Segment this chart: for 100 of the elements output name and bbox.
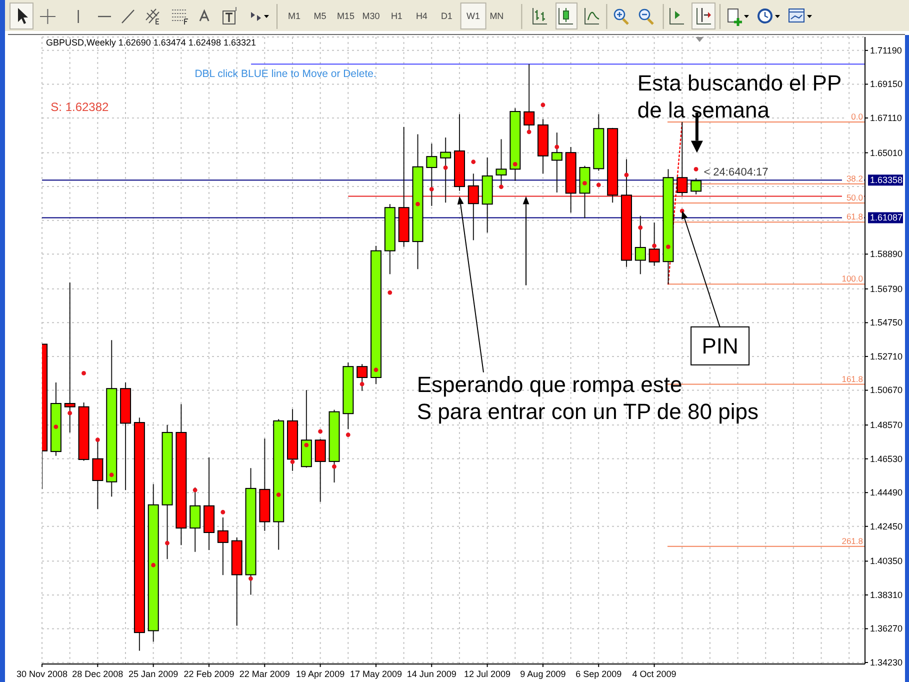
point <box>54 424 58 430</box>
y-tick-label: 1.48570 <box>870 420 903 430</box>
x-tick-label: 25 Jan 2009 <box>128 669 178 679</box>
point <box>82 370 86 376</box>
annotation: 50.0 <box>846 192 864 202</box>
point <box>388 290 392 295</box>
annotation: < 24:6404:17 <box>704 166 768 179</box>
x-tick-label: 12 Jul 2009 <box>464 669 511 679</box>
candlestick <box>634 215 646 275</box>
annotation: Esperando que rompa este S para entrar con un TP de 80 pips <box>416 372 758 424</box>
candlestick <box>648 222 660 266</box>
y-tick-label: 1.56790 <box>870 284 903 294</box>
point <box>109 472 114 478</box>
point <box>471 160 476 164</box>
annotation: 38.2 <box>846 173 864 184</box>
text: MN <box>490 11 504 21</box>
y-tick-label: 1.42450 <box>870 521 903 532</box>
x-tick-label: 4 Oct 2009 <box>632 669 676 679</box>
point <box>554 144 560 150</box>
y-tick-label: 1.71190 <box>870 45 902 56</box>
text: H1 <box>390 11 402 21</box>
candlestick <box>426 143 438 206</box>
candlestick <box>314 438 326 502</box>
text: D1 <box>440 11 452 21</box>
point <box>374 368 378 372</box>
point <box>638 225 643 230</box>
x-tick-label: 9 Aug 2009 <box>520 669 566 679</box>
point <box>290 460 295 464</box>
point <box>220 510 226 514</box>
chart-title: GBPUSD,Weekly 1.62690 1.63474 1.62498 1.63321 <box>46 38 256 48</box>
text: H4 <box>416 11 428 21</box>
annotation: S: 1.62382 <box>50 100 110 114</box>
annotation: Esta buscando el PP de la semana <box>637 70 842 122</box>
x-tick-label: 22 Mar 2009 <box>239 669 290 679</box>
y-tick-label: 1.52710 <box>870 351 903 362</box>
y-tick-label: 1.40350 <box>870 556 903 566</box>
y-tick-label: 1.65010 <box>870 148 903 158</box>
y-tick-label: 1.34230 <box>870 658 903 668</box>
candlestick <box>64 282 76 433</box>
x-tick-label: 14 Jun 2009 <box>406 669 456 679</box>
candlestick <box>217 516 228 576</box>
ref-line-label: 1.63358 <box>870 175 903 186</box>
ref-line-label: 1.61087 <box>870 212 903 223</box>
x-tick-label: 22 Feb 2009 <box>184 669 234 679</box>
point <box>499 184 504 190</box>
candlestick <box>496 138 507 188</box>
point <box>346 432 350 437</box>
point <box>526 130 532 134</box>
x-tick-label: 6 Sep 2009 <box>576 669 622 679</box>
y-tick-label: 1.50670 <box>870 385 903 396</box>
annotation: DBL click BLUE line to Move or Delete. <box>194 68 376 80</box>
y-tick-label: 1.46530 <box>870 454 903 464</box>
point <box>151 562 156 568</box>
y-tick-label: 1.54750 <box>870 318 903 328</box>
point <box>540 102 546 108</box>
point <box>652 244 656 248</box>
text: M5 <box>314 11 326 21</box>
candlestick <box>468 173 479 241</box>
y-tick-label: 1.67110 <box>870 112 902 123</box>
point <box>304 442 309 448</box>
y-tick-label: 1.44490 <box>870 488 903 498</box>
annotation: 61.8 <box>846 212 864 222</box>
candlestick <box>440 137 452 204</box>
text: M30 <box>362 11 380 21</box>
candlestick <box>190 486 201 552</box>
candlestick <box>356 364 368 392</box>
text: M1 <box>288 11 301 21</box>
point <box>582 181 587 186</box>
x-tick-label: 17 May 2009 <box>350 669 402 679</box>
point <box>694 166 698 172</box>
point <box>192 488 198 492</box>
point <box>429 186 434 192</box>
y-tick-label: 1.36270 <box>870 624 903 634</box>
x-tick-label: 28 Dec 2008 <box>72 669 124 679</box>
point <box>332 464 336 469</box>
point <box>68 410 72 416</box>
point <box>512 162 518 166</box>
annotation: PIN <box>702 333 738 358</box>
candlestick <box>92 438 104 510</box>
x-tick-label: 30 Nov 2008 <box>16 669 68 679</box>
point <box>248 576 253 581</box>
candlestick <box>690 178 702 195</box>
point <box>95 438 100 442</box>
x-tick-label: 19 Apr 2009 <box>296 669 345 679</box>
point <box>624 172 629 178</box>
annotation: 261.8 <box>842 536 864 546</box>
annotation: 0.0 <box>851 111 864 122</box>
candlestick <box>551 132 562 194</box>
text: W1 <box>466 11 480 21</box>
point <box>666 244 670 250</box>
y-tick-label: 1.38310 <box>870 590 903 600</box>
annotation: 161.8 <box>842 374 864 384</box>
annotation: 100.0 <box>842 274 864 284</box>
point <box>276 492 281 497</box>
point <box>165 540 170 546</box>
point <box>360 382 364 386</box>
point <box>318 429 323 434</box>
text: M15 <box>336 11 354 21</box>
y-tick-label: 1.69150 <box>870 79 903 90</box>
y-tick-label: 1.58890 <box>870 249 903 260</box>
